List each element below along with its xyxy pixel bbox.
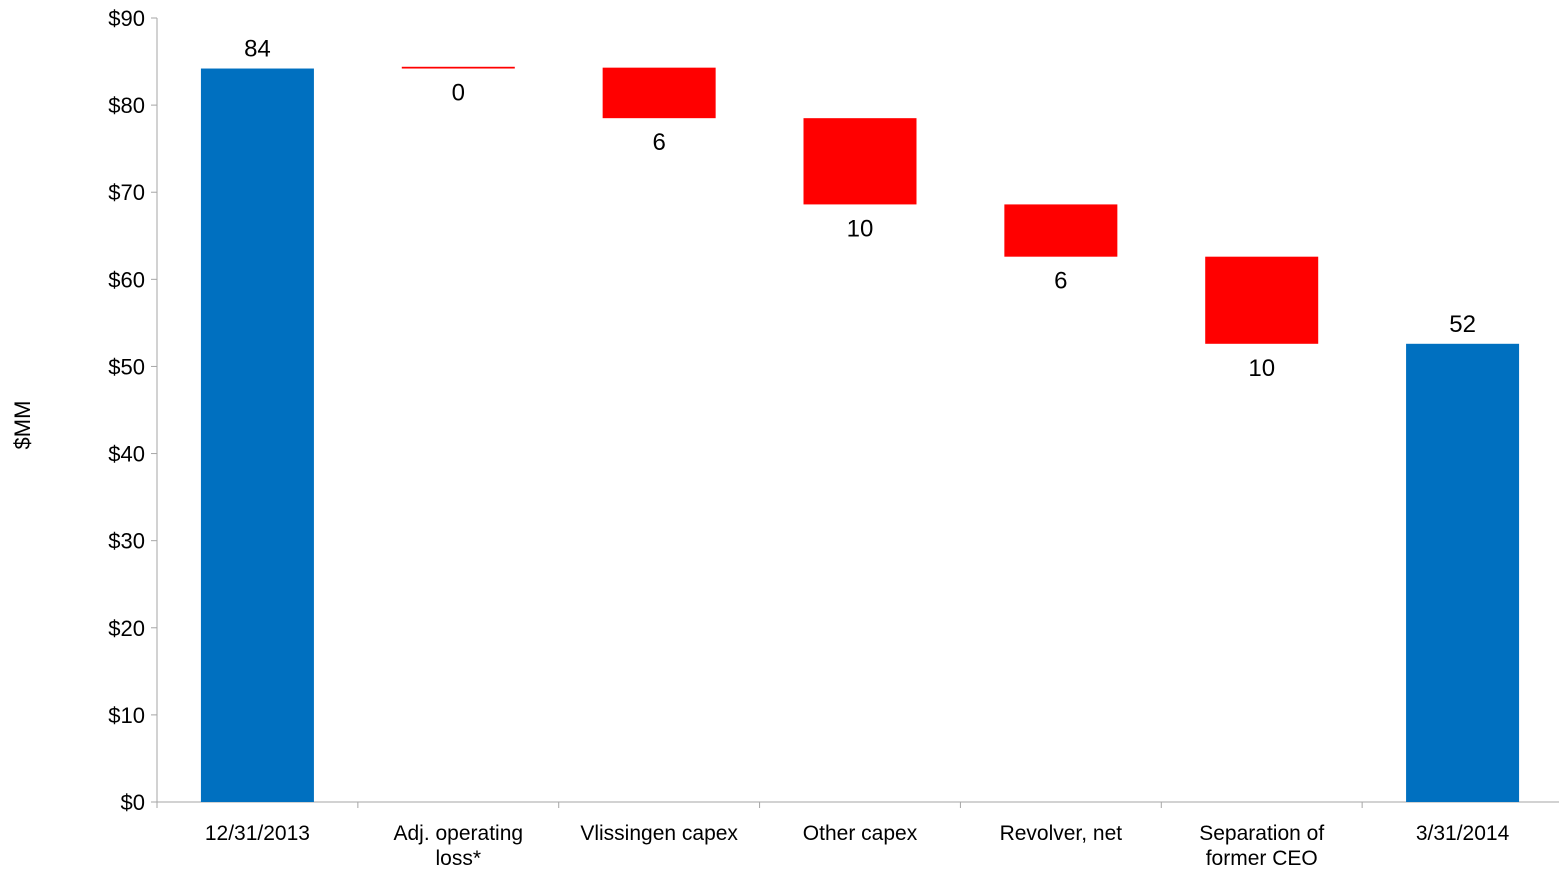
y-axis-label: $MM <box>10 401 35 450</box>
x-tick-label: loss* <box>436 847 482 870</box>
total-bar <box>200 68 314 803</box>
data-label: 10 <box>847 215 874 242</box>
x-tick-label: Vlissingen capex <box>580 822 738 845</box>
data-label: 0 <box>452 80 465 107</box>
x-tick-label: 3/31/2014 <box>1416 822 1510 845</box>
x-tick-label: former CEO <box>1206 847 1318 870</box>
total-bar <box>1406 343 1520 802</box>
decrease-bar <box>803 118 917 205</box>
x-tick-label: 12/31/2013 <box>205 822 310 845</box>
y-tick-label: $0 <box>121 790 145 815</box>
decrease-bar <box>1004 204 1118 257</box>
plot-area: $0 $10 $20 $30 $40 $50 $60 $70 $80 $90 84 12/31/201… <box>108 6 1559 870</box>
data-label: 6 <box>652 129 665 156</box>
x-tick-label: Adj. operating <box>393 822 523 845</box>
x-tick-label: Other capex <box>803 822 918 845</box>
y-tick-label: $40 <box>108 442 145 467</box>
y-tick-label: $80 <box>108 93 145 118</box>
data-label: 52 <box>1449 311 1476 338</box>
y-tick-label: $70 <box>108 180 145 205</box>
decrease-bar <box>602 67 716 119</box>
data-label: 10 <box>1248 355 1275 382</box>
y-tick-label: $10 <box>108 703 145 728</box>
y-tick-label: $50 <box>108 354 145 379</box>
x-tick-label: Separation of <box>1199 822 1324 845</box>
decrease-bar <box>401 66 515 69</box>
y-tick-label: $20 <box>108 616 145 641</box>
data-label: 6 <box>1054 268 1067 295</box>
x-tick-label: Revolver, net <box>1000 822 1123 845</box>
y-tick-label: $90 <box>108 6 145 31</box>
data-label: 84 <box>244 36 271 63</box>
y-tick-label: $30 <box>108 529 145 554</box>
decrease-bar <box>1205 256 1319 344</box>
y-tick-label: $60 <box>108 267 145 292</box>
